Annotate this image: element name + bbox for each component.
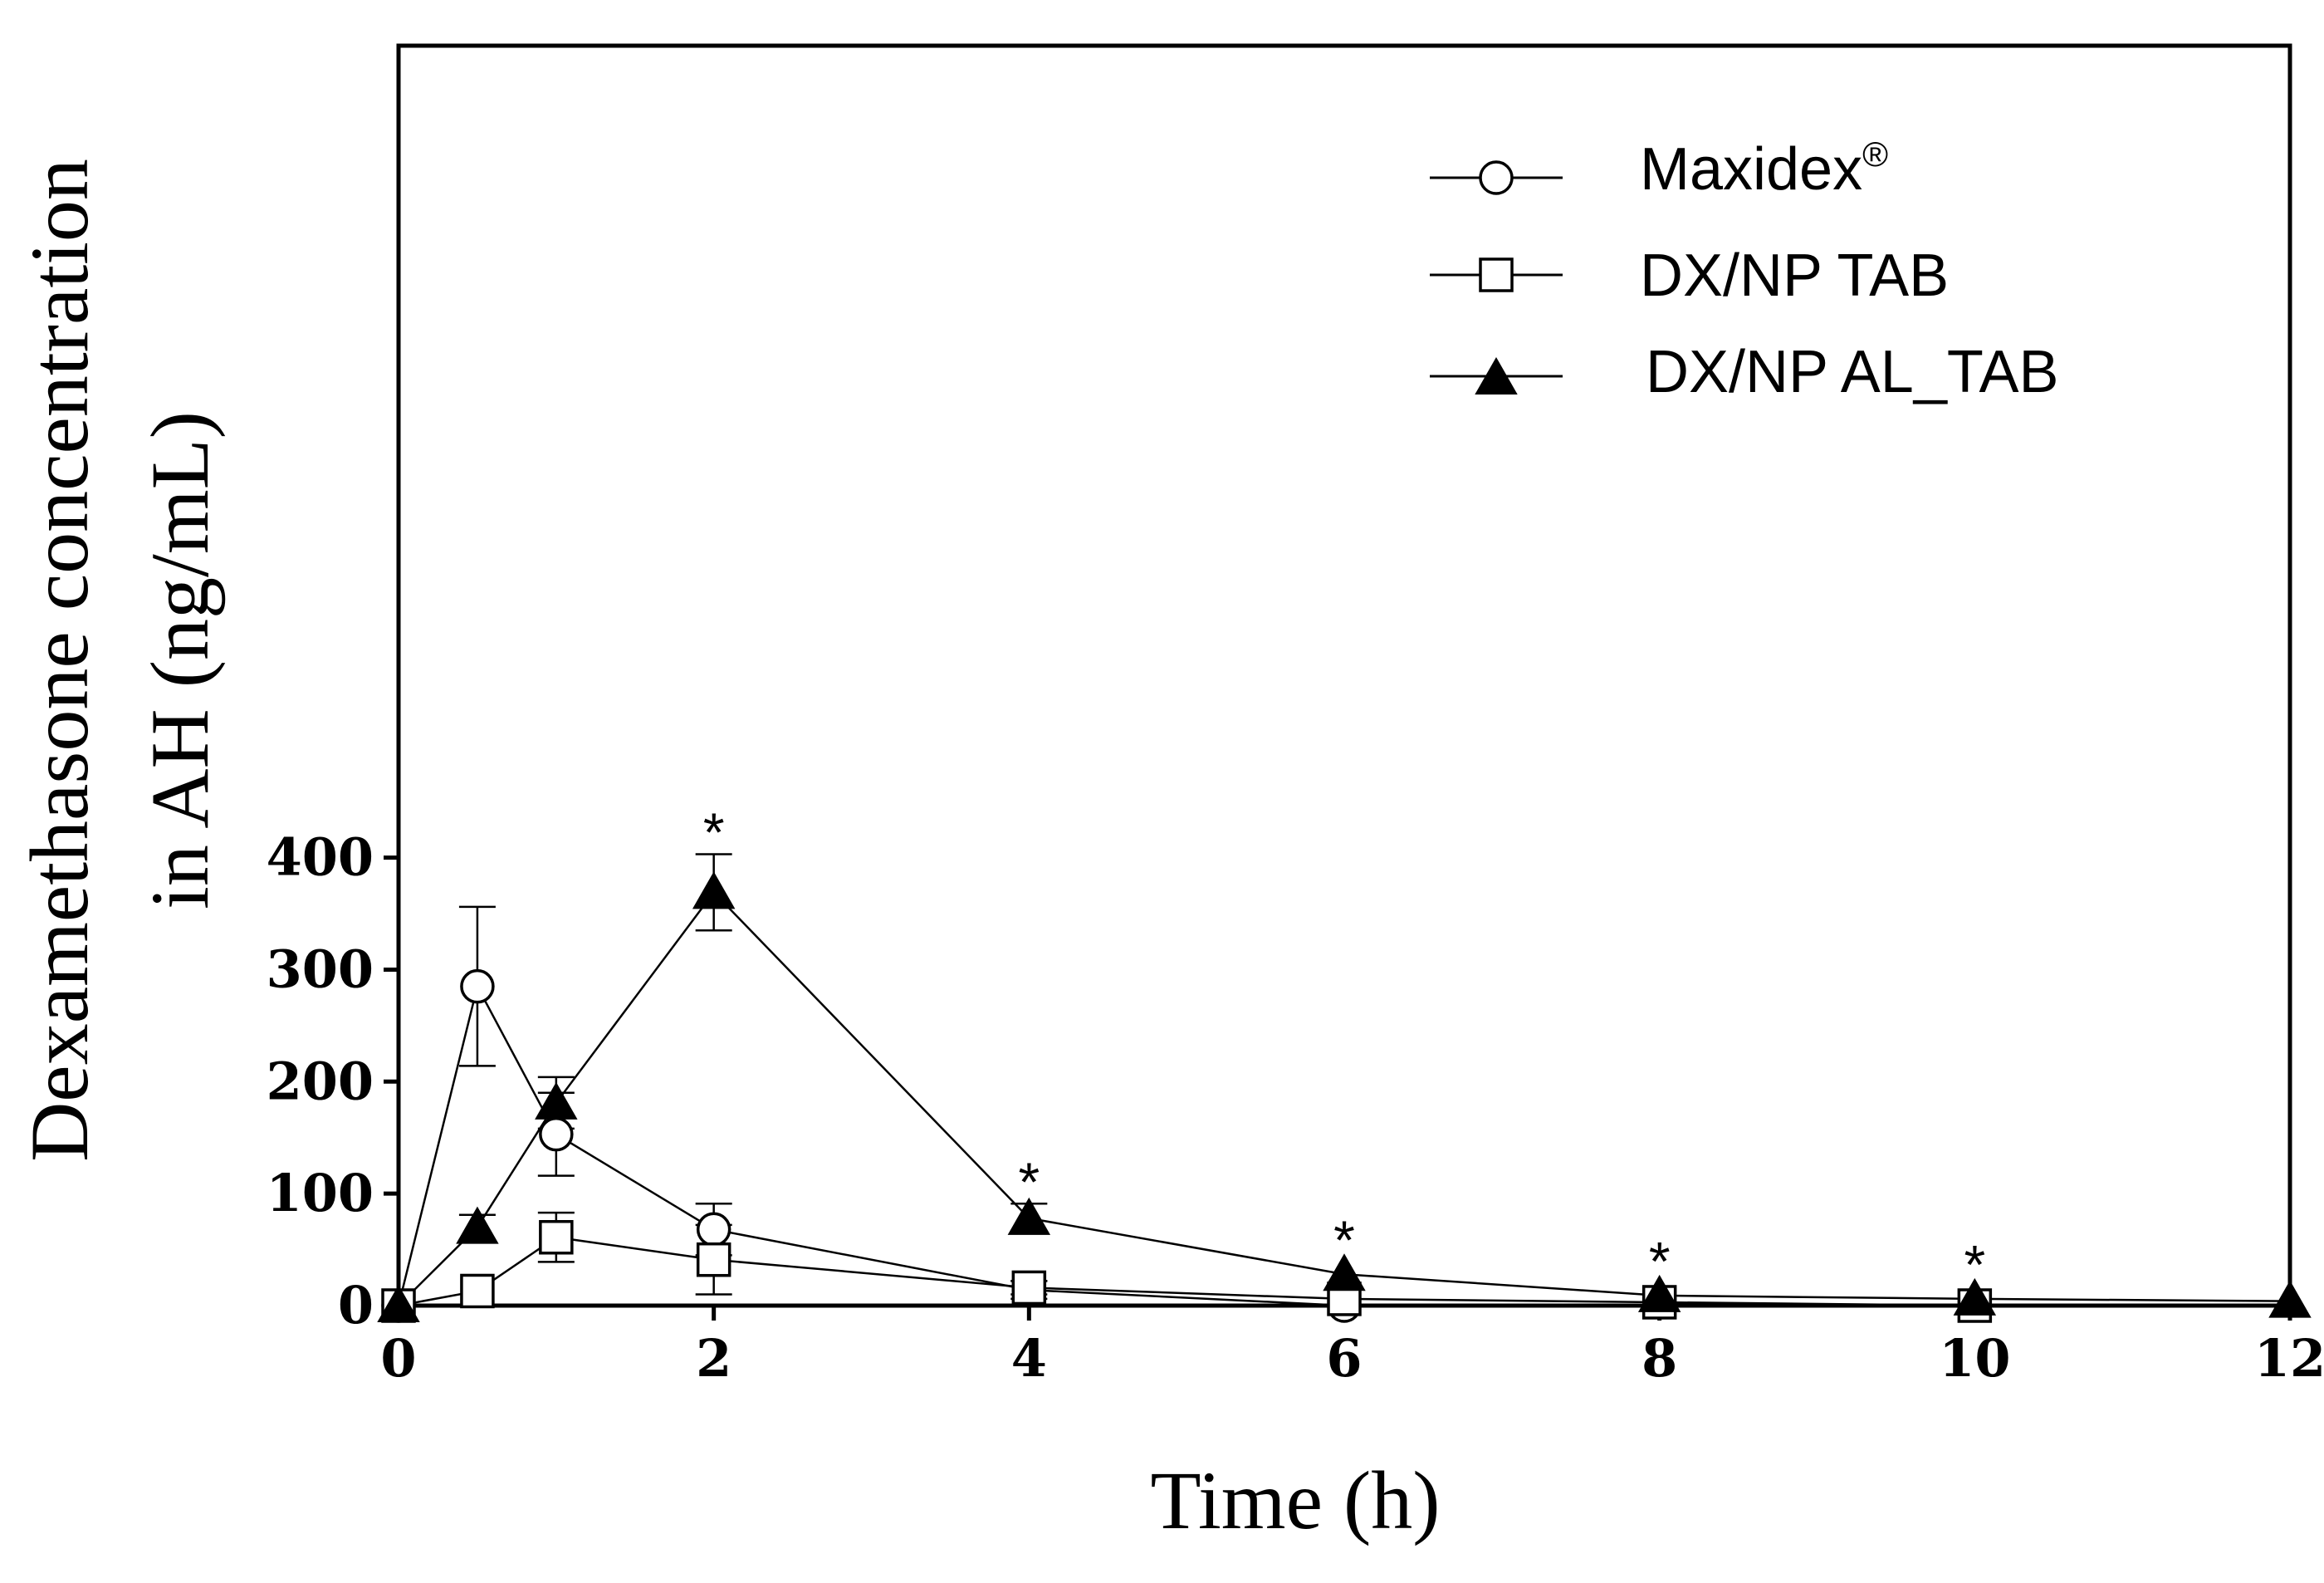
x-axis-ticks: 0 2 4 6 8 10 12 (380, 1306, 2324, 1389)
significance-star-4: * (1018, 1151, 1040, 1213)
data-point-dx-np-al-tab-2 (692, 871, 736, 909)
legend: Maxidex® DX/NP TAB DX/NP AL_TAB (1430, 135, 2059, 405)
x-tick-label-2: 2 (696, 1328, 731, 1389)
x-tick-label-0: 0 (380, 1328, 416, 1389)
data-point-dx-np-tab-0.5 (460, 1273, 495, 1309)
significance-annotations: * * * * * (703, 801, 1985, 1296)
x-tick-label-8: 8 (1641, 1328, 1677, 1389)
legend-item-dxnp-tab: DX/NP TAB (1430, 243, 1949, 309)
y-tick-label-100: 100 (267, 1163, 374, 1223)
data-point-dx-np-tab-2 (696, 1242, 731, 1277)
x-tick-label-6: 6 (1326, 1328, 1362, 1389)
data-point-maxidex-2 (696, 1212, 731, 1247)
data-point-dx-np-al-tab-8 (1637, 1274, 1681, 1312)
series-layer (377, 853, 2312, 1323)
data-point-dx-np-al-tab-0.5 (456, 1206, 499, 1244)
data-point-dx-np-tab-1 (539, 1219, 574, 1255)
series-line-maxidex (397, 983, 1345, 1307)
data-point-maxidex-1 (539, 1116, 574, 1152)
data-point-dx-np-al-tab-1 (535, 1081, 578, 1120)
legend-marker-dxnp-tab (1479, 257, 1514, 292)
legend-superscript-maxidex: ® (1862, 135, 1888, 174)
y-axis-title-line2: in AH (ng/mL) (134, 411, 226, 909)
data-point-dx-np-al-tab-4 (1007, 1197, 1051, 1235)
x-tick-label-10: 10 (1939, 1328, 2010, 1389)
y-tick-label-300: 300 (267, 939, 374, 999)
y-tick-label-400: 400 (267, 827, 374, 888)
y-tick-label-200: 200 (267, 1051, 374, 1111)
data-point-maxidex-0.5 (460, 968, 495, 1004)
x-tick-label-12: 12 (2254, 1328, 2324, 1389)
y-axis-ticks: 0 100 200 300 400 (267, 827, 399, 1336)
significance-star-8: * (1649, 1231, 1671, 1292)
significance-star-2: * (703, 801, 725, 863)
legend-label-dxnp-tab: DX/NP TAB (1640, 243, 1949, 309)
plot-frame (396, 43, 2292, 1308)
data-point-dx-np-al-tab-0 (377, 1284, 420, 1322)
legend-item-maxidex: Maxidex® (1430, 135, 1888, 203)
data-point-dx-np-al-tab-12 (2268, 1280, 2312, 1318)
legend-marker-maxidex (1479, 160, 1514, 195)
x-axis-title: Time (h) (1150, 1454, 1440, 1546)
y-axis-title-line1: Dexamethasone concentration (13, 159, 105, 1162)
data-point-dx-np-al-tab-6 (1323, 1253, 1366, 1291)
significance-star-6: * (1333, 1209, 1355, 1271)
data-point-dx-np-al-tab-10 (1953, 1277, 1997, 1316)
legend-marker-dxnp-al-tab (1475, 356, 1518, 395)
legend-label-dxnp-al-tab: DX/NP AL_TAB (1646, 339, 2059, 405)
legend-label-maxidex: Maxidex® (1640, 135, 1888, 203)
y-tick-label-0: 0 (338, 1275, 374, 1336)
data-point-dx-np-tab-4 (1011, 1270, 1047, 1306)
legend-item-dxnp-al-tab: DX/NP AL_TAB (1430, 339, 2059, 405)
significance-star-10: * (1964, 1234, 1985, 1296)
x-tick-label-4: 4 (1011, 1328, 1047, 1389)
